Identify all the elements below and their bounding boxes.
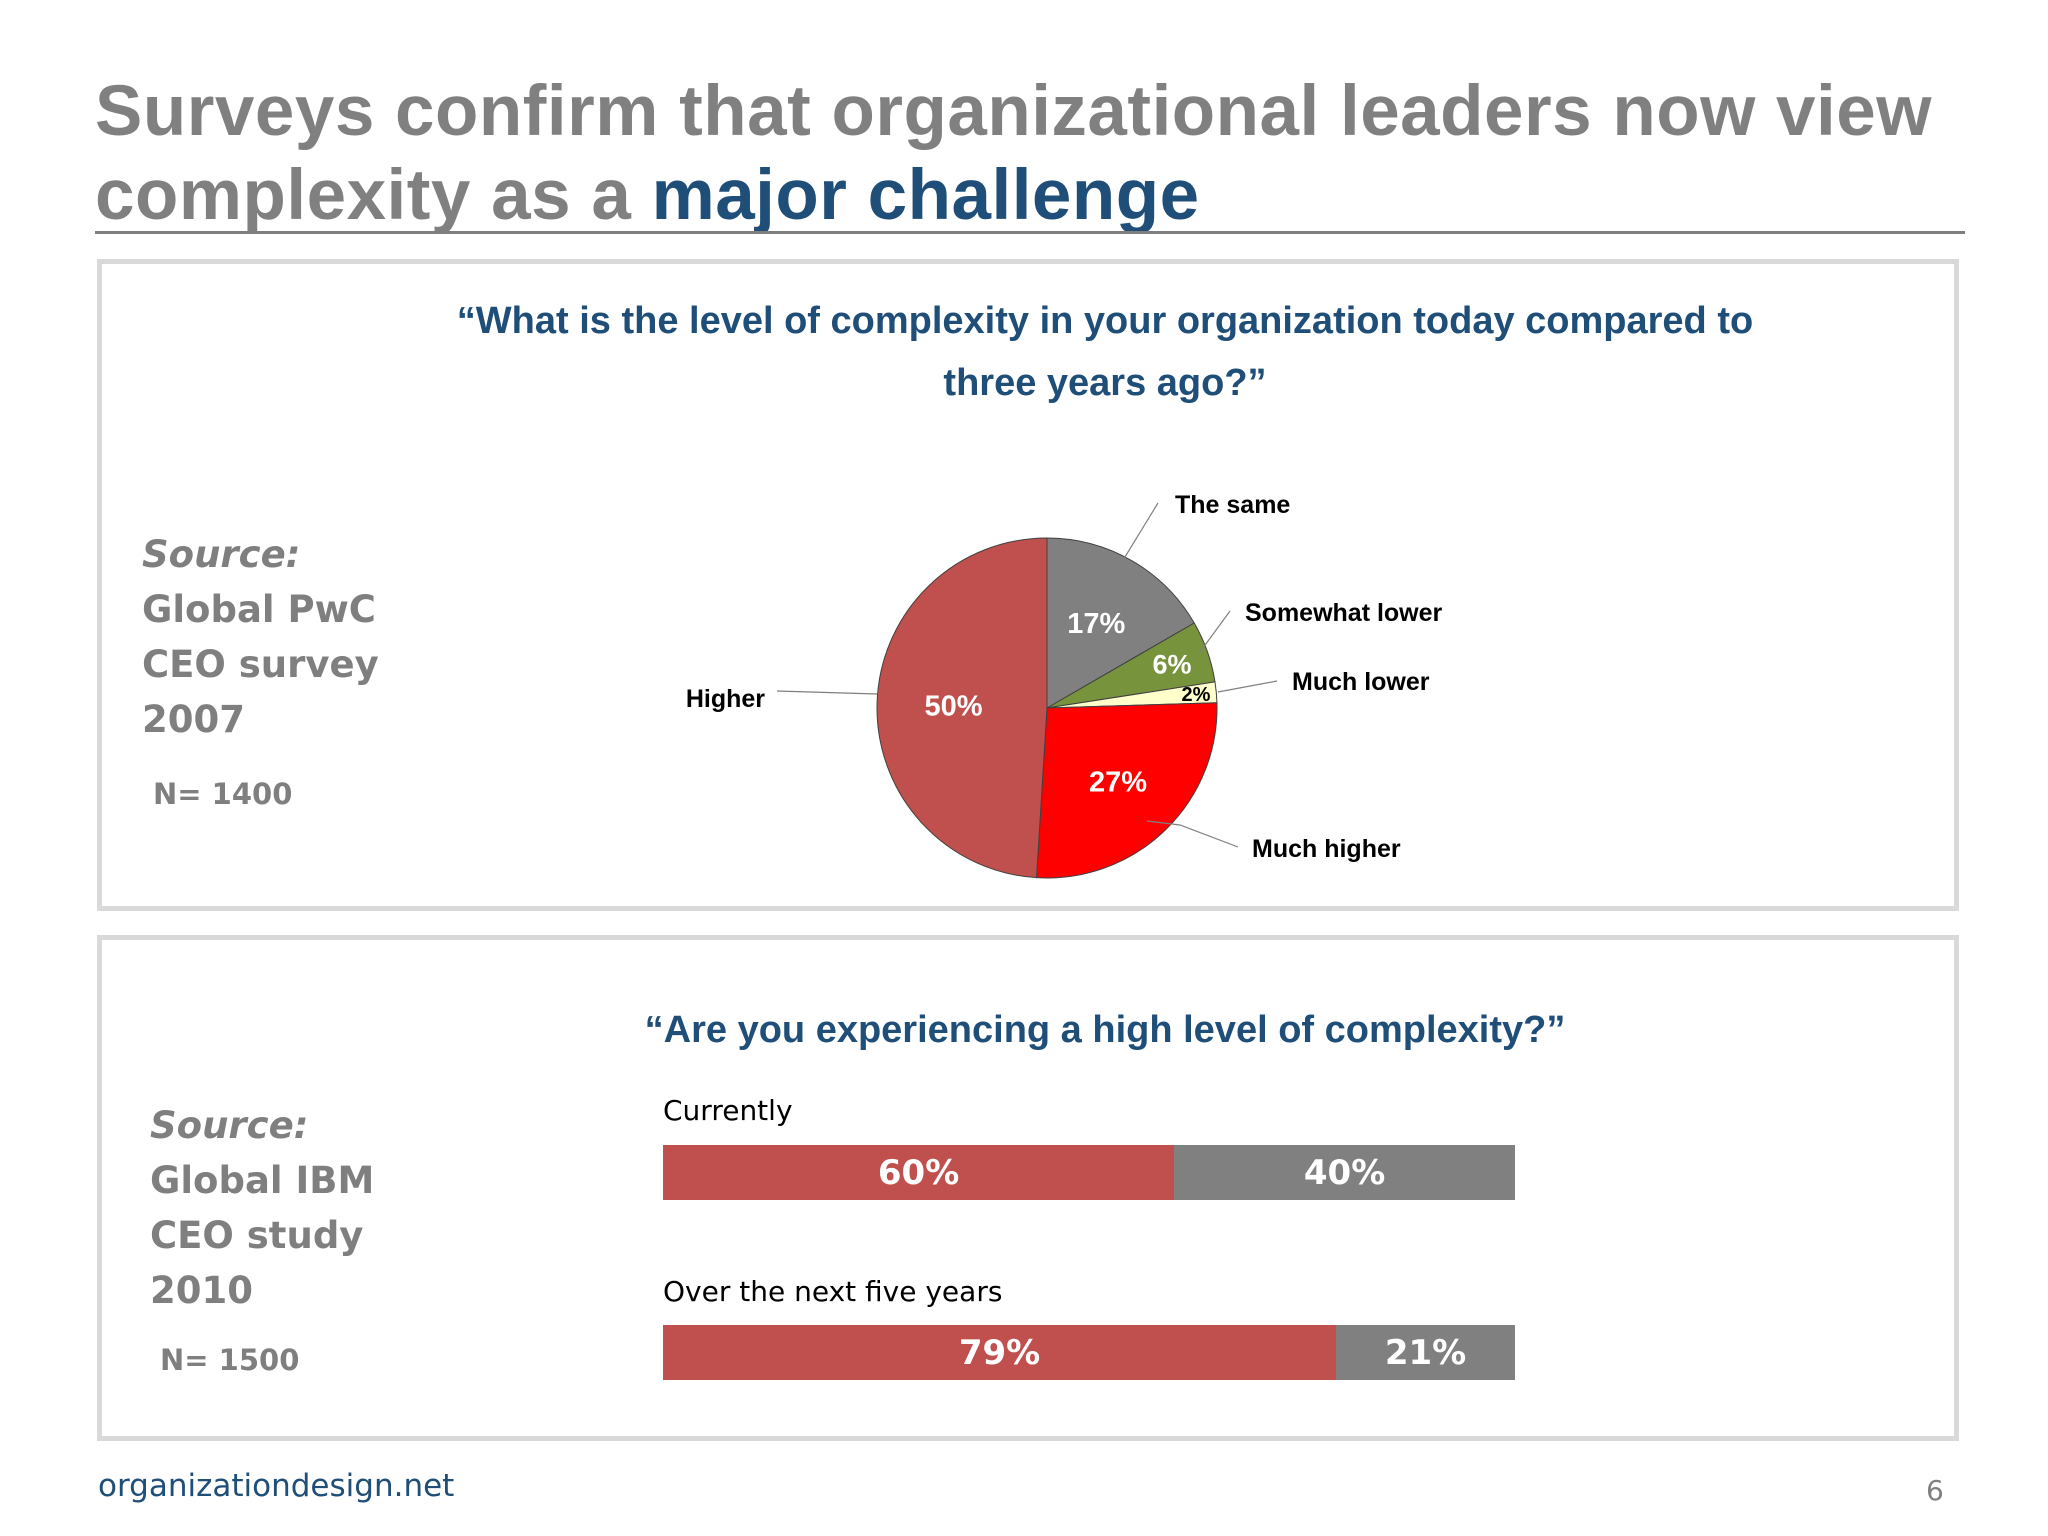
ibm-source: Source: Global IBM CEO study 2010 (150, 1098, 470, 1318)
bar-segment-high: 60% (663, 1145, 1175, 1200)
title-rule (95, 231, 1965, 234)
complexity-pie-chart: 17% The same 6% Somewhat lower 2% Much lower 2… (686, 491, 1443, 879)
pwc-source: Source: Global PwC CEO survey 2007 (142, 527, 462, 747)
slide-title-main: Surveys confirm that organizational lead… (95, 72, 1932, 235)
page-number: 6 (1926, 1474, 1944, 1507)
pwc-question: “What is the level of complexity in your… (456, 300, 1754, 404)
bar-segment-other: 21% (1336, 1325, 1515, 1380)
pie-leader-line (1199, 610, 1231, 653)
ibm-question: “Are you experiencing a high level of co… (644, 1009, 1566, 1051)
ibm-sample-size: N= 1500 (160, 1343, 300, 1377)
pie-leader-line (1146, 820, 1239, 848)
pie-category-label: The same (1175, 491, 1290, 519)
pwc-sample-size: N= 1400 (153, 777, 293, 811)
pie-value-label: 27% (1089, 766, 1147, 798)
pie-value-label: 17% (1067, 608, 1125, 640)
pie-leader-line (776, 690, 878, 695)
bar-segment-high: 79% (663, 1325, 1337, 1380)
bar-category-label: Over the next five years (663, 1275, 1003, 1308)
ibm-source-name: Global IBM CEO study 2010 (150, 1159, 375, 1312)
pie-category-label: Somewhat lower (1245, 599, 1443, 627)
stacked-bar: 60% 40% (663, 1145, 1515, 1200)
pie-value-label: 50% (925, 690, 983, 722)
pie-slice-the-same (1046, 537, 1195, 709)
pie-category-label: Much lower (1292, 668, 1430, 696)
pie-value-label: 2% (1182, 684, 1211, 706)
pie-leader-line (1116, 502, 1159, 571)
pie-slice-much-higher (1036, 702, 1218, 879)
pwc-source-name: Global PwC CEO survey 2007 (142, 588, 379, 741)
pie-category-label: Much higher (1252, 835, 1401, 863)
pie-category-label: Higher (686, 685, 765, 713)
bar-category-label: Currently (663, 1094, 793, 1127)
pwc-source-label: Source: (142, 533, 301, 576)
pie-value-label: 6% (1153, 649, 1192, 679)
ibm-source-label: Source: (150, 1104, 309, 1147)
stacked-bar: 79% 21% (663, 1325, 1515, 1380)
footer-site-link[interactable]: organizationdesign.net (98, 1468, 455, 1504)
slide-title-accent: major challenge (651, 156, 1200, 235)
pie-leader-line (1217, 680, 1278, 693)
slide-title: Surveys confirm that organizational lead… (95, 70, 1975, 238)
bar-segment-other: 40% (1174, 1145, 1515, 1200)
pie-slice-higher (876, 537, 1048, 879)
